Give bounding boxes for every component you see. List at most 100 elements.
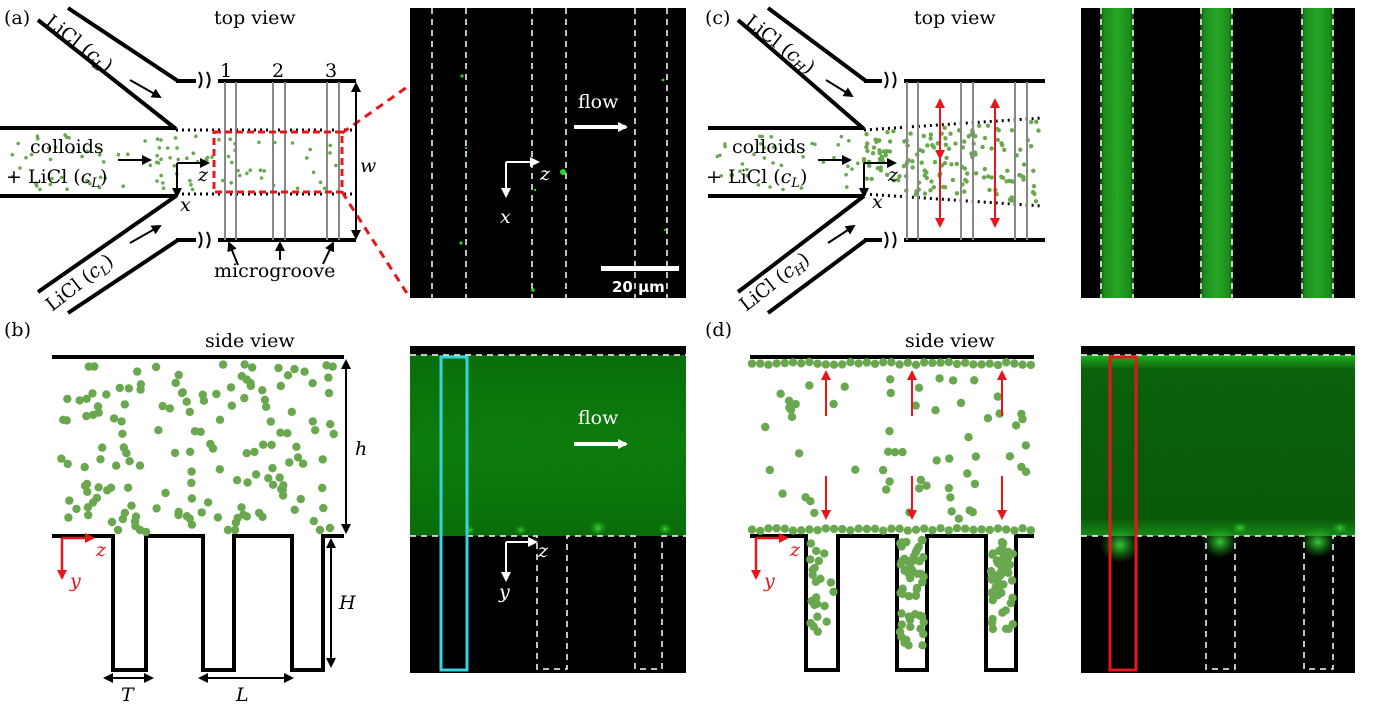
colloid-particle [870,151,876,156]
colloid-particle [829,399,838,409]
upper-inlet-wall-outer [36,18,178,131]
colloid-particle [120,400,129,409]
colloid-particle [752,152,756,157]
center-inlet-label-line2: + LiCl (cL) [6,166,107,191]
colloid-particle [838,360,847,369]
colloid-particle [999,174,1004,179]
colloid-particle [922,191,928,196]
colloid-particle [915,484,924,493]
colloid-particle [986,174,991,179]
colloid-particle [916,624,925,633]
panel-b-side-view: (b) side view h H T L z y [4,319,367,706]
channel-texture-d [1081,355,1355,536]
colloid-particle [10,153,15,157]
colloid-particle [943,136,948,141]
colloid-particle [993,583,1003,592]
band-texture-1 [1100,8,1134,298]
axis-z-label-a-img: z [539,163,551,185]
colloid-particle [936,524,945,533]
colloid-particle [158,401,167,411]
colloid-particle [1004,179,1009,184]
panel-b-view-title: side view [205,330,295,352]
colloid-particle [821,360,830,369]
groove-depth-label: H [338,592,356,614]
colloid-particle [18,166,22,170]
colloid-particle [226,383,236,392]
colloid-particle [88,389,97,398]
colloid-particle [254,508,264,518]
colloid-particle [1005,560,1015,569]
colloid-particle [911,401,920,410]
colloid-particle [887,524,896,533]
colloid-particle [989,146,994,151]
colloid-particle [296,494,305,504]
colloid-particle [1002,147,1007,152]
colloid-particle [779,163,784,168]
colloid-particle [275,473,284,482]
colloid-particle [884,149,890,154]
lower-inlet-flow-arrow [129,225,162,244]
colloid-particle [980,144,985,150]
colloid-particle [238,173,242,178]
colloid-particle [97,185,102,190]
colloid-particle [1034,119,1039,125]
colloid-particle [740,162,745,166]
colloid-particle [762,156,767,160]
colloid-particle [185,447,195,456]
colloid-particle [964,433,973,442]
colloid-particle [809,622,818,631]
colloid-particle [107,517,117,527]
colloid-particle [187,494,197,503]
colloid-particle [133,367,142,376]
colloid-particle [918,578,927,587]
panel-a-micrograph: flow z x 20 µm [410,8,686,298]
colloid-particle [88,181,92,186]
colloid-particle [237,503,246,512]
colloid-particle [982,135,988,141]
colloid-particle [829,360,839,369]
colloid-particle [59,415,68,424]
colloid-particle [963,177,968,183]
lower-inlet-flow-arrow-c [827,224,856,244]
colloid-particle [890,448,900,457]
colloid-particle [324,373,333,382]
colloid-particle [769,135,774,139]
colloid-particle [242,449,251,458]
colloid-particle [228,137,232,141]
flow-label-a-img: flow [578,91,619,113]
colloid-particle [168,156,172,160]
colloid-particle [258,386,267,395]
panel-d-micrograph [1081,346,1355,673]
colloid-particle [898,589,907,599]
colloid-particle [895,524,904,533]
axis-y-label-b: y [69,570,81,592]
groove-edges-a-img [431,8,668,298]
colloid-particle [64,513,73,522]
colloid-particle [157,146,162,150]
colloid-particle [93,402,103,411]
colloid-particle [172,164,177,168]
colloid-particle [185,156,189,160]
colloid-particle [38,187,42,192]
colloid-particle [847,139,851,143]
colloid-particle [953,141,958,146]
micrograph-a-background [410,8,686,298]
panel-d-side-view: (d) side view z y [705,319,1036,672]
colloid-particle [783,147,788,151]
colloid-particle [885,427,894,436]
colloid-particle [973,171,979,176]
colloid-particle [911,591,921,600]
colloid-particle [992,556,1002,565]
colloid-particle [185,407,194,417]
colloid-particle [812,599,822,609]
colloid-particle [243,478,252,487]
colloid-particle [982,166,987,172]
colloid-particle [82,394,91,403]
colloid-particle [227,401,236,410]
colloid-particle [276,428,285,437]
colloid-particle [117,417,126,426]
colloid-particle [995,137,1000,143]
colloid-particle [885,172,890,177]
colloid-particle [155,179,159,183]
colloid-particle [962,139,967,144]
